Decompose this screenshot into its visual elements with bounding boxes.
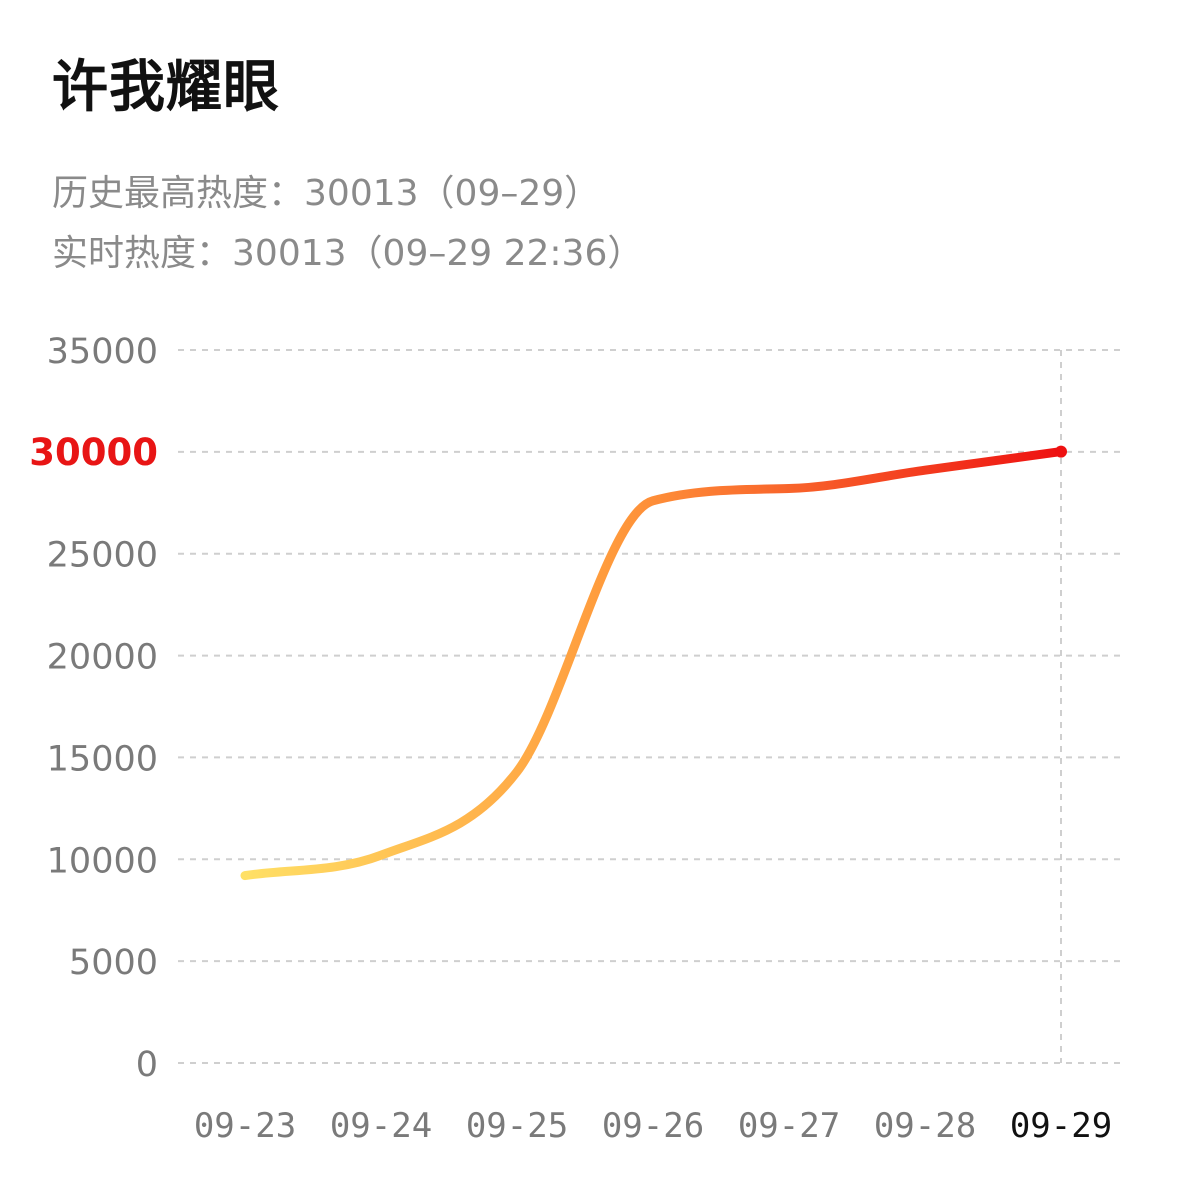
peak-heat-line: 历史最高热度：30013（09–29） — [52, 164, 600, 216]
y-tick-label: 10000 — [47, 841, 158, 881]
realtime-heat-time: （09–29 22:36） — [346, 233, 644, 274]
peak-heat-value: 30013 — [304, 173, 419, 214]
x-tick-label: 09-28 — [874, 1106, 976, 1146]
selected-data-point — [1055, 445, 1067, 458]
realtime-heat-label: 实时热度： — [52, 233, 233, 274]
y-tick-label: 5000 — [69, 943, 158, 983]
y-tick-label: 15000 — [47, 739, 158, 779]
peak-heat-label: 历史最高热度： — [52, 173, 305, 214]
realtime-heat-value: 30013 — [232, 233, 347, 274]
y-tick-label: 20000 — [47, 638, 158, 678]
y-tick-label: 35000 — [47, 332, 158, 372]
x-tick-label: 09-24 — [330, 1106, 432, 1146]
peak-heat-date: （09–29） — [418, 173, 601, 214]
x-tick-label: 09-27 — [738, 1106, 840, 1146]
y-tick-label: 25000 — [47, 536, 158, 576]
x-tick-label: 09-23 — [194, 1106, 296, 1146]
page-title: 许我耀眼 — [52, 55, 280, 120]
x-tick-label: 09-25 — [466, 1106, 568, 1146]
y-tick-label: 0 — [136, 1045, 158, 1085]
y-tick-label: 30000 — [29, 431, 158, 474]
x-tick-label: 09-26 — [602, 1106, 704, 1146]
heat-series-line — [240, 447, 1066, 881]
realtime-heat-line: 实时热度：30013（09–29 22:36） — [52, 224, 643, 276]
x-tick-label: 09-29 — [1010, 1106, 1112, 1146]
